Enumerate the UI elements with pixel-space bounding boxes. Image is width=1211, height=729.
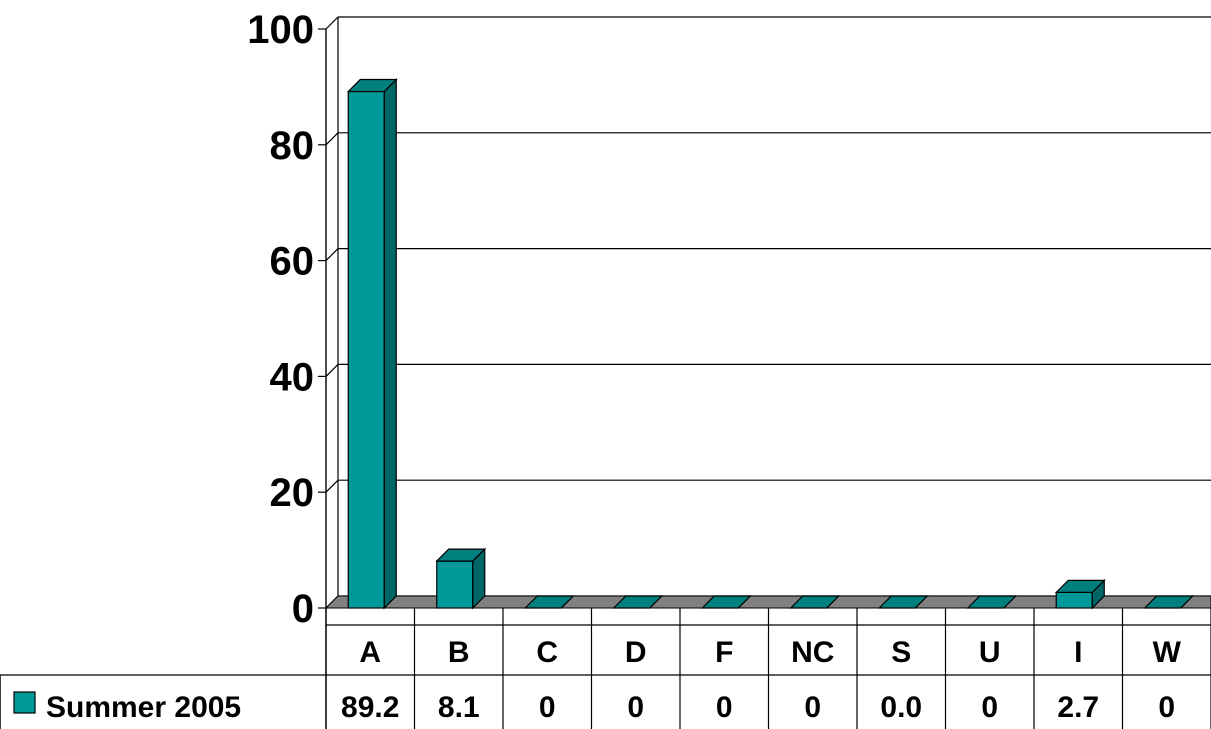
x-tick-label: A	[359, 636, 381, 669]
legend-label: Summer 2005	[46, 691, 241, 724]
y-tick-label: 80	[270, 124, 315, 168]
bar-top	[612, 595, 664, 609]
bar-top	[700, 595, 752, 609]
bar-top	[346, 78, 398, 93]
y-tick-label: 60	[270, 240, 315, 284]
legend-swatch	[13, 691, 36, 714]
y-tick-label: 100	[247, 8, 314, 52]
data-label: 0	[716, 691, 733, 724]
data-label: 2.7	[1057, 691, 1099, 724]
data-label: 0.0	[880, 691, 922, 724]
data-label: 0	[804, 691, 821, 724]
bar-top	[877, 595, 929, 609]
bar-top	[789, 595, 841, 609]
bar-A	[346, 78, 398, 610]
data-label: 0	[627, 691, 644, 724]
bar-front	[436, 560, 474, 609]
bar-top	[435, 548, 487, 562]
x-tick-label: NC	[791, 636, 834, 669]
x-tick-label: F	[715, 636, 733, 669]
gridline-depth	[325, 248, 339, 262]
x-tick-label: S	[891, 636, 911, 669]
x-tick-label: C	[536, 636, 558, 669]
x-tick-label: U	[979, 636, 1001, 669]
data-label: 0	[981, 691, 998, 724]
bar-top	[523, 595, 575, 609]
x-tick-label: I	[1074, 636, 1082, 669]
gridline-depth	[325, 132, 339, 146]
bar-NC	[789, 595, 841, 609]
bar-S	[877, 595, 929, 609]
x-tick-label: B	[448, 636, 470, 669]
bar-C	[523, 595, 575, 609]
gridline-depth	[325, 479, 339, 493]
bars	[346, 78, 1195, 610]
y-tick-label: 0	[292, 587, 314, 631]
bar-top	[1143, 595, 1195, 609]
bar-D	[612, 595, 664, 609]
bar-W	[1143, 595, 1195, 609]
y-axis: 0 20 40 60 80 100	[247, 8, 339, 729]
bar-B	[435, 547, 487, 610]
data-label: 0	[539, 691, 556, 724]
y-tick-label: 20	[270, 471, 315, 515]
x-tick-label: D	[625, 636, 647, 669]
data-table: A 89.2 B 8.1 C 0 D 0 F 0 NC 0 S 0.0 U 0 I 2.7 W 0 Summer 200…	[0, 608, 1211, 729]
data-label: 89.2	[341, 691, 399, 724]
gridline-depth	[325, 363, 339, 377]
bar-front	[347, 90, 385, 609]
bar-I	[1054, 578, 1106, 610]
y-tick-label: 40	[270, 355, 315, 399]
x-tick-label: W	[1153, 636, 1182, 669]
bar-side	[383, 78, 397, 610]
gridline-depth	[325, 16, 339, 30]
bar-U	[966, 595, 1018, 609]
gridlines	[325, 16, 1211, 609]
data-label: 0	[1158, 691, 1175, 724]
data-label: 8.1	[438, 691, 480, 724]
bar-F	[700, 595, 752, 609]
bar-front	[1055, 591, 1093, 609]
bar-top	[1054, 579, 1106, 593]
bar-top	[966, 595, 1018, 609]
